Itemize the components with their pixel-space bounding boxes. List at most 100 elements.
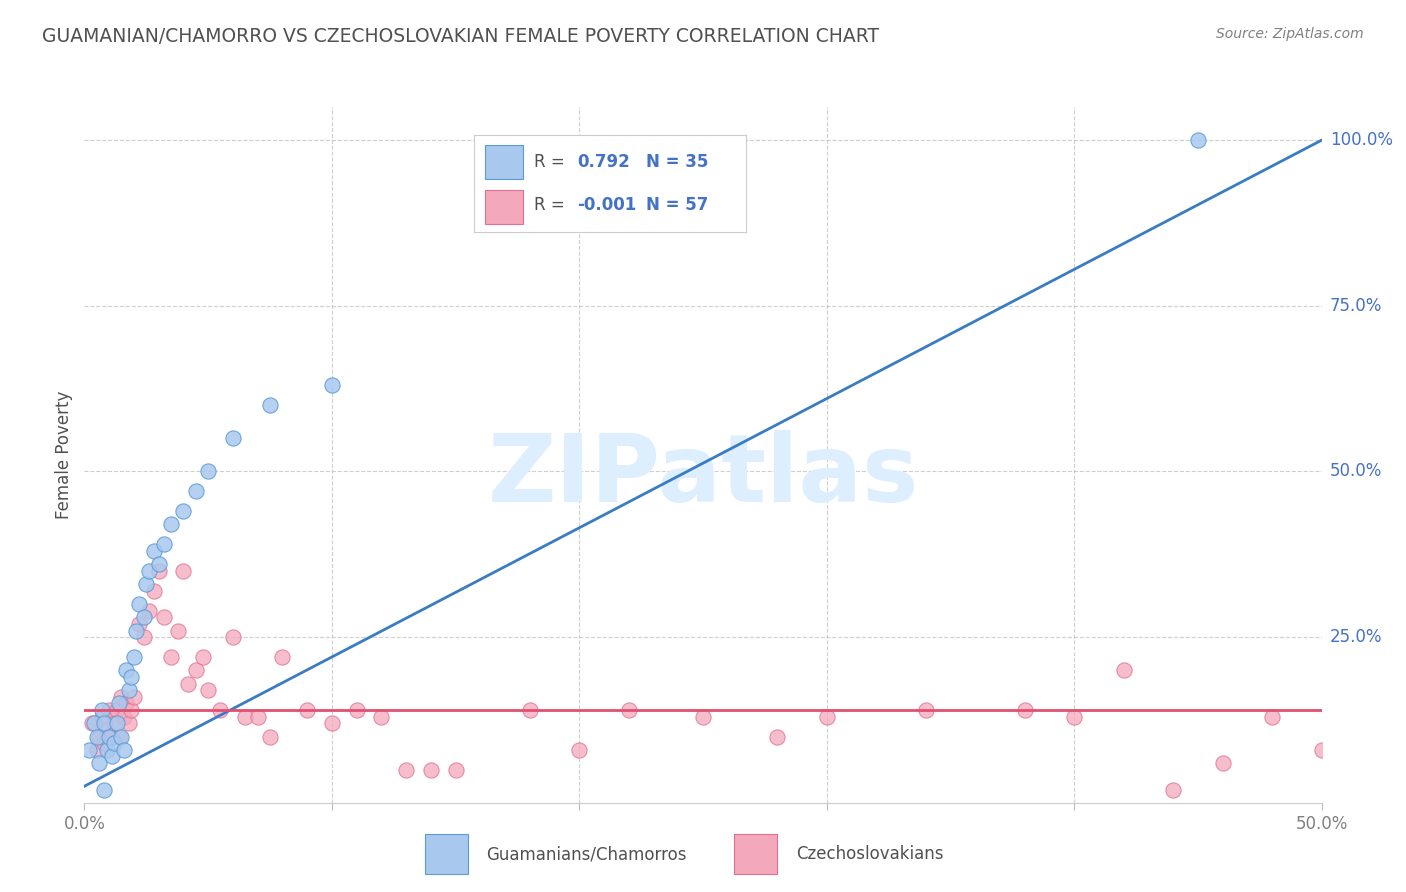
Point — [321, 378, 343, 392]
Point — [138, 564, 160, 578]
Point — [209, 703, 232, 717]
Point — [259, 398, 281, 412]
Point — [108, 730, 131, 744]
Point — [222, 431, 245, 445]
Point — [152, 537, 174, 551]
Point — [120, 670, 142, 684]
Point — [1112, 663, 1135, 677]
Point — [115, 663, 138, 677]
Point — [222, 630, 245, 644]
Point — [96, 723, 118, 737]
Point — [125, 624, 148, 638]
Point — [1212, 756, 1234, 770]
Point — [815, 709, 838, 723]
Point — [115, 697, 138, 711]
Point — [93, 782, 115, 797]
Y-axis label: Female Poverty: Female Poverty — [55, 391, 73, 519]
Text: R =: R = — [534, 196, 569, 214]
Point — [90, 709, 112, 723]
Point — [100, 730, 122, 744]
Point — [96, 743, 118, 757]
Point — [148, 558, 170, 572]
Text: R =: R = — [534, 153, 569, 170]
Point — [1014, 703, 1036, 717]
Point — [914, 703, 936, 717]
Point — [98, 730, 121, 744]
Point — [86, 730, 108, 744]
Text: GUAMANIAN/CHAMORRO VS CZECHOSLOVAKIAN FEMALE POVERTY CORRELATION CHART: GUAMANIAN/CHAMORRO VS CZECHOSLOVAKIAN FE… — [42, 27, 879, 45]
Point — [132, 610, 155, 624]
Point — [132, 630, 155, 644]
Point — [1187, 133, 1209, 147]
Point — [259, 730, 281, 744]
Text: ZIPatlas: ZIPatlas — [488, 430, 918, 522]
Point — [370, 709, 392, 723]
Point — [118, 683, 141, 698]
Point — [103, 736, 125, 750]
Point — [568, 743, 591, 757]
FancyBboxPatch shape — [425, 834, 468, 874]
Point — [160, 517, 183, 532]
Point — [346, 703, 368, 717]
Text: Guamanians/Chamorros: Guamanians/Chamorros — [486, 845, 688, 863]
Point — [128, 597, 150, 611]
Point — [295, 703, 318, 717]
Point — [79, 743, 101, 757]
Text: N = 57: N = 57 — [645, 196, 709, 214]
Text: Czechoslovakians: Czechoslovakians — [796, 845, 943, 863]
Point — [395, 763, 418, 777]
Point — [103, 716, 125, 731]
Point — [118, 716, 141, 731]
Point — [160, 650, 183, 665]
Point — [135, 577, 157, 591]
Point — [90, 703, 112, 717]
Text: N = 35: N = 35 — [645, 153, 709, 170]
Point — [271, 650, 294, 665]
Point — [1063, 709, 1085, 723]
Point — [233, 709, 256, 723]
Text: -0.001: -0.001 — [578, 196, 637, 214]
Point — [197, 465, 219, 479]
Point — [110, 690, 132, 704]
Point — [1310, 743, 1333, 757]
Point — [105, 703, 128, 717]
Point — [100, 749, 122, 764]
Point — [93, 716, 115, 731]
Point — [766, 730, 789, 744]
Point — [105, 716, 128, 731]
Text: Source: ZipAtlas.com: Source: ZipAtlas.com — [1216, 27, 1364, 41]
Point — [172, 504, 194, 518]
Point — [172, 564, 194, 578]
Point — [142, 583, 165, 598]
Point — [184, 663, 207, 677]
Point — [167, 624, 190, 638]
Point — [519, 703, 541, 717]
Point — [692, 709, 714, 723]
Point — [177, 676, 200, 690]
Point — [184, 484, 207, 499]
Point — [86, 743, 108, 757]
Point — [444, 763, 467, 777]
Point — [80, 716, 103, 731]
Point — [112, 743, 135, 757]
Point — [197, 683, 219, 698]
Point — [617, 703, 640, 717]
Point — [122, 690, 145, 704]
Point — [128, 616, 150, 631]
Point — [93, 736, 115, 750]
FancyBboxPatch shape — [485, 145, 523, 178]
Point — [89, 730, 111, 744]
Point — [1161, 782, 1184, 797]
FancyBboxPatch shape — [485, 190, 523, 225]
Point — [89, 756, 111, 770]
Point — [108, 697, 131, 711]
Point — [98, 703, 121, 717]
Point — [1261, 709, 1284, 723]
Point — [138, 604, 160, 618]
Text: 75.0%: 75.0% — [1330, 297, 1382, 315]
Point — [110, 730, 132, 744]
Point — [120, 703, 142, 717]
Point — [419, 763, 441, 777]
Point — [122, 650, 145, 665]
Text: 25.0%: 25.0% — [1330, 628, 1382, 646]
